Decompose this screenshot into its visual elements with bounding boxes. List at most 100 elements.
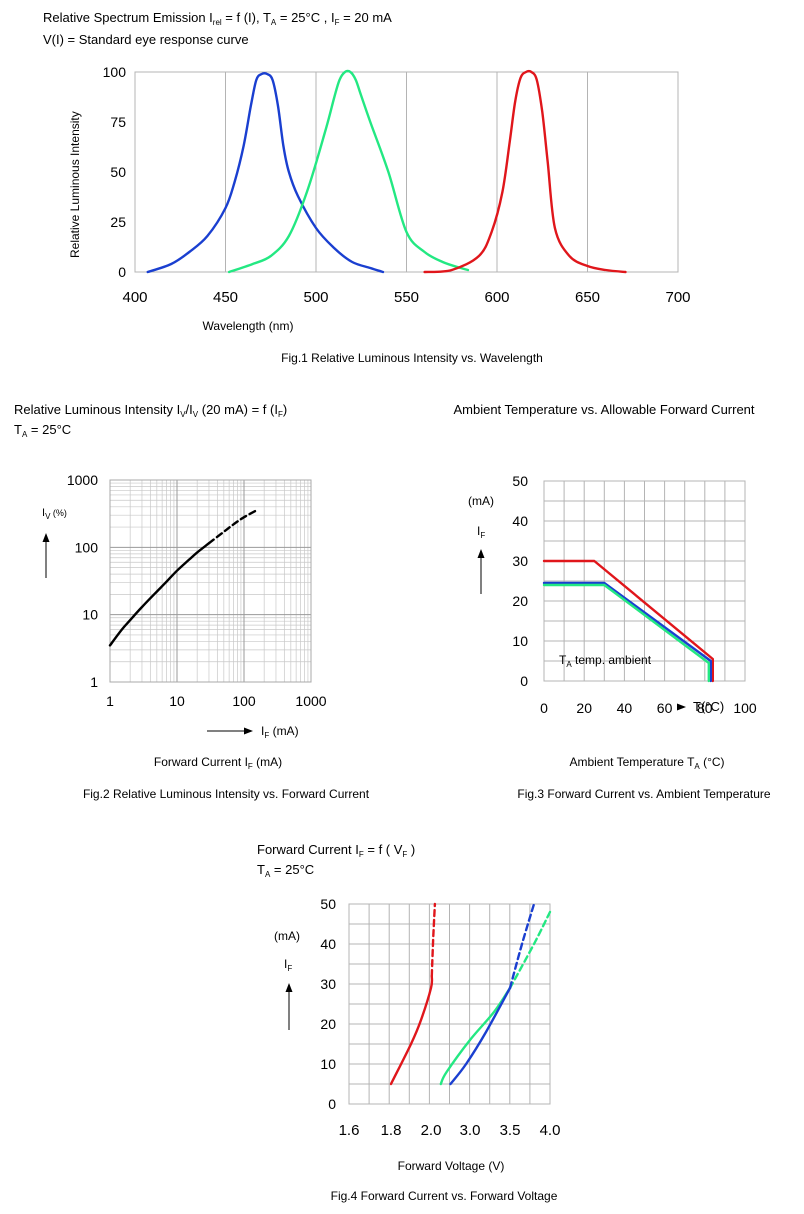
fig2-y-tick-10: 10 (82, 607, 98, 623)
fig2-plot-frame (109, 479, 312, 683)
fig1-x-tick-500: 500 (303, 289, 328, 306)
fig4-y-tick-50: 50 (320, 896, 336, 912)
fig2-x-axis-name: IF (mA) (261, 724, 299, 740)
fig4-y-tick-10: 10 (320, 1056, 336, 1072)
fig4-y-arrow-icon (285, 983, 293, 992)
fig2-x-arrow-icon (244, 727, 253, 735)
fig2-x-tick-10: 10 (169, 693, 185, 709)
fig3-series-green-line (542, 583, 710, 683)
fig2-intensity-vs-current-chart: Relative Luminous Intensity IV/IV (20 mA… (14, 402, 370, 801)
fig1-header-line2: V(I) = Standard eye response curve (43, 32, 249, 47)
fig3-current-vs-temperature-chart: Ambient Temperature vs. Allowable Forwar… (453, 402, 770, 801)
fig1-y-tick-50: 50 (110, 164, 126, 180)
fig2-x-tick-100: 100 (232, 693, 256, 709)
fig1-y-ticks: 0 25 50 75 100 (103, 64, 127, 280)
fig1-series-green-line (227, 69, 470, 274)
fig1-y-axis-label: Relative Luminous Intensity (68, 111, 82, 258)
fig4-series-blue-extrapolated-line (508, 902, 536, 990)
fig1-header-line1: Relative Spectrum Emission Irel = f (I),… (43, 10, 392, 27)
fig4-series-green-line (439, 986, 512, 1086)
fig4-x-tick-1: 1.8 (381, 1122, 402, 1139)
fig3-y-tick-0: 0 (520, 673, 528, 689)
fig3-header: Ambient Temperature vs. Allowable Forwar… (453, 402, 754, 417)
fig3-x-axis-name: T(°C) (693, 699, 724, 714)
fig1-x-tick-400: 400 (122, 289, 147, 306)
fig4-series-red-line (389, 974, 434, 1086)
fig4-x-tick-2: 2.0 (421, 1122, 442, 1139)
fig4-temperature: TA = 25°C (257, 862, 314, 879)
fig4-x-tick-4: 3.5 (500, 1122, 521, 1139)
fig4-x-tick-5: 4.0 (540, 1122, 561, 1139)
fig2-series (108, 509, 257, 647)
fig4-plot-frame (348, 903, 551, 1105)
fig3-y-tick-10: 10 (512, 633, 528, 649)
fig1-x-ticks: 400 450 500 550 600 650 700 (122, 289, 690, 306)
fig2-caption: Fig.2 Relative Luminous Intensity vs. Fo… (83, 787, 370, 801)
fig4-y-tick-0: 0 (328, 1096, 336, 1112)
fig3-series-blue-line (542, 581, 712, 683)
fig4-series (389, 902, 552, 1086)
fig1-series-blue-line (146, 72, 385, 274)
fig1-x-tick-700: 700 (665, 289, 690, 306)
fig3-x-tick-20: 20 (576, 700, 592, 716)
fig2-temperature: TA = 25°C (14, 422, 71, 439)
fig2-log-grid (109, 479, 312, 683)
fig3-series-red-line (542, 559, 714, 683)
fig4-y-axis-name: IF (284, 957, 292, 973)
fig2-y-tick-100: 100 (75, 539, 99, 555)
fig2-series-solid-line (108, 542, 211, 647)
fig1-series-red-line (423, 69, 627, 274)
fig4-unit-label: (mA) (274, 929, 300, 943)
fig2-y-arrow-icon (42, 533, 50, 542)
fig3-x-tick-60: 60 (657, 700, 673, 716)
fig3-x-tick-0: 0 (540, 700, 548, 716)
fig4-x-axis-label: Forward Voltage (V) (398, 1159, 505, 1173)
fig1-series (146, 69, 627, 274)
fig3-x-tick-100: 100 (733, 700, 757, 716)
fig2-x-tick-1: 1 (106, 693, 114, 709)
fig1-x-tick-650: 650 (575, 289, 600, 306)
fig1-y-tick-0: 0 (118, 264, 126, 280)
fig2-y-axis-name: IV (%) (42, 507, 67, 521)
fig1-spectrum-chart: Relative Spectrum Emission Irel = f (I),… (43, 10, 691, 365)
fig4-x-tick-3: 3.0 (460, 1122, 481, 1139)
fig2-y-tick-1000: 1000 (67, 472, 98, 488)
fig4-series-green-extrapolated-line (508, 910, 552, 990)
fig1-grid (134, 72, 679, 272)
fig3-y-arrow-icon (477, 549, 485, 558)
fig4-x-tick-0: 1.6 (339, 1122, 360, 1139)
fig1-x-tick-450: 450 (213, 289, 238, 306)
fig2-y-ticks: 1 10 100 1000 (67, 472, 98, 690)
fig3-annotation: TA temp. ambient (559, 653, 652, 669)
fig3-x-arrow-icon (677, 703, 686, 711)
fig4-y-tick-40: 40 (320, 936, 336, 952)
fig1-plot-frame (134, 71, 679, 273)
fig3-x-ticks: 0 20 40 60 80 100 (540, 700, 757, 716)
fig4-grid (348, 903, 551, 1105)
fig3-caption: Fig.3 Forward Current vs. Ambient Temper… (517, 787, 771, 801)
fig4-y-tick-20: 20 (320, 1016, 336, 1032)
fig1-y-tick-25: 25 (110, 214, 126, 230)
fig3-plot-frame (543, 480, 746, 682)
fig4-series-blue-line (449, 986, 512, 1086)
fig4-y-ticks: 0 10 20 30 40 50 (320, 896, 336, 1112)
fig1-y-tick-75: 75 (110, 114, 126, 130)
fig2-x-tick-1000: 1000 (295, 693, 326, 709)
fig4-header: Forward Current IF = f ( VF ) (257, 842, 415, 859)
fig1-x-tick-600: 600 (484, 289, 509, 306)
fig3-grid (543, 480, 746, 682)
fig3-y-axis-name: IF (477, 524, 485, 540)
fig2-y-tick-1: 1 (90, 674, 98, 690)
fig4-caption: Fig.4 Forward Current vs. Forward Voltag… (331, 1189, 558, 1203)
fig3-y-ticks: 0 10 20 30 40 50 (512, 473, 528, 689)
fig3-x-tick-80: 80 (697, 700, 713, 716)
fig1-x-tick-550: 550 (394, 289, 419, 306)
fig4-x-ticks: 1.6 1.8 2.0 3.0 3.5 4.0 (339, 1122, 561, 1139)
fig3-y-tick-40: 40 (512, 513, 528, 529)
fig2-series-extrapolated-line (207, 509, 257, 545)
fig1-x-axis-label: Wavelength (nm) (203, 319, 294, 333)
fig2-bottom-label: Forward Current IF (mA) (154, 755, 282, 771)
fig4-y-tick-30: 30 (320, 976, 336, 992)
fig3-series (542, 559, 714, 683)
